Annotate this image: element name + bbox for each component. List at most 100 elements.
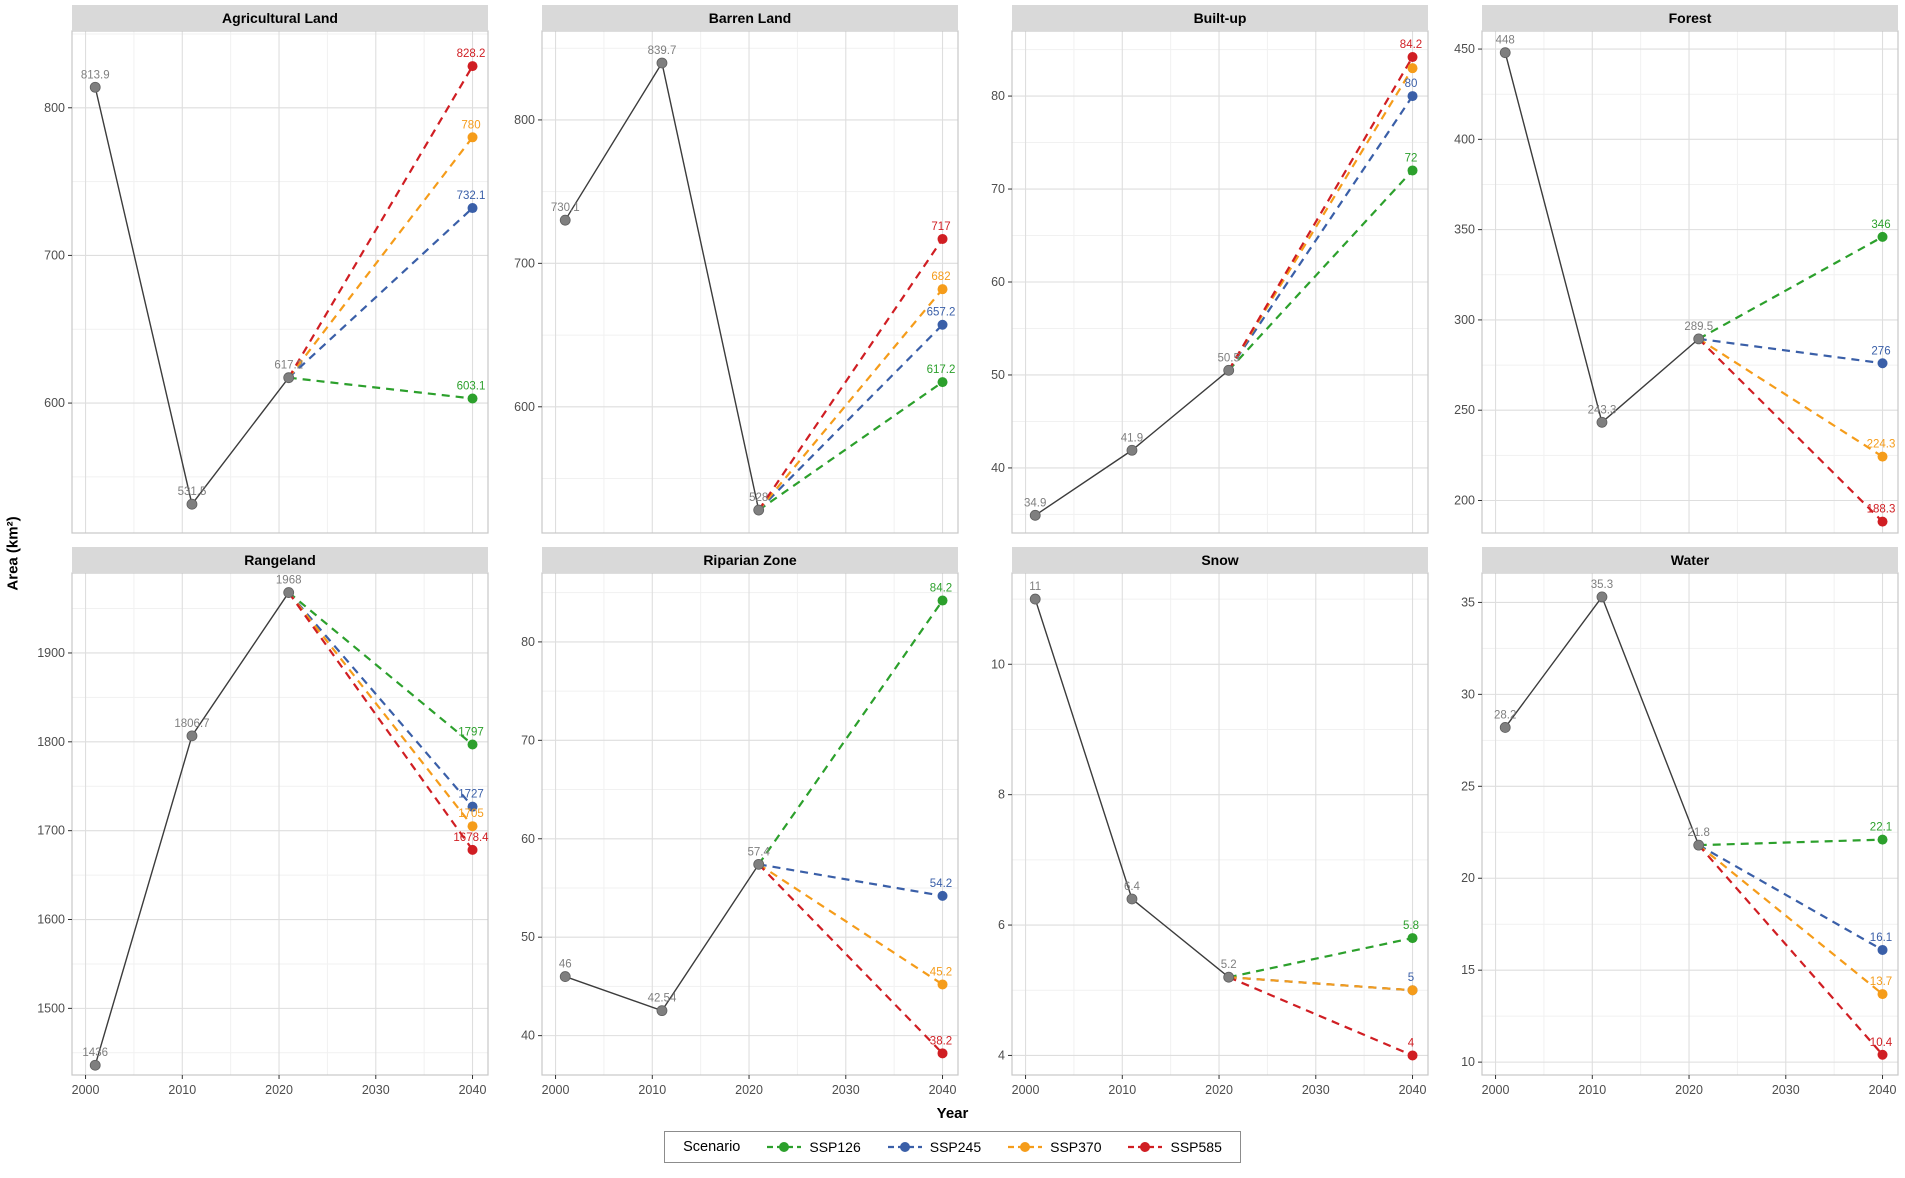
scenario-line-ssp126 <box>757 599 944 865</box>
scenario-point-label-ssp245: 732.1 <box>457 190 486 202</box>
scenario-point-label-ssp126: 1797 <box>458 726 484 738</box>
scenario-line-ssp585 <box>1697 338 1884 523</box>
facet-riparian-zone: Riparian Zone 40 50 60 70 80 2000 2010 2020 2030 2… <box>521 547 959 1097</box>
x-tick-label: 2020 <box>1675 1083 1703 1097</box>
scenario-line-ssp370 <box>1228 976 1413 992</box>
y-tick-label: 600 <box>514 400 535 414</box>
scenario-point-ssp126 <box>937 595 948 606</box>
historical-point <box>1223 364 1235 376</box>
historical-point <box>753 858 765 870</box>
scenario-point-ssp126 <box>937 377 948 388</box>
scenario-point-label-ssp245: 54.2 <box>930 878 952 890</box>
scenario-line-ssp585 <box>287 65 474 379</box>
scenario-point-ssp585 <box>467 61 478 72</box>
historical-point <box>186 498 198 510</box>
facet-strip <box>1482 5 1898 31</box>
y-tick-label: 250 <box>1454 403 1475 417</box>
scenario-point-label-ssp585: 1678.4 <box>453 832 489 844</box>
scenario-line-ssp370 <box>287 591 474 827</box>
historical-point-label: 6.4 <box>1124 881 1141 893</box>
y-tick-label: 300 <box>1454 313 1475 327</box>
scenario-point-label-ssp370: 224.3 <box>1867 439 1896 451</box>
x-tick-label: 2010 <box>168 1083 196 1097</box>
legend-key-ssp370 <box>1008 1142 1043 1152</box>
scenario-point-ssp245 <box>467 801 478 812</box>
historical-point <box>1693 839 1705 851</box>
historical-point-label: 35.3 <box>1591 579 1613 591</box>
scenario-line-ssp126 <box>1698 235 1884 340</box>
historical-point-label: 531.5 <box>178 486 207 498</box>
x-tick-label: 2030 <box>1302 1083 1330 1097</box>
x-tick-label: 2030 <box>1772 1083 1800 1097</box>
historical-point-label: 813.9 <box>81 69 110 81</box>
y-axis-title-wrap: Area (km²) <box>0 3 26 1103</box>
y-tick-label: 200 <box>1454 493 1475 507</box>
scenario-point-label-ssp585: 4 <box>1408 1037 1415 1049</box>
scenario-point-label-ssp126: 603.1 <box>457 380 486 392</box>
legend-item-ssp370: SSP370 <box>1007 1139 1101 1155</box>
scenario-point-label-ssp585: 38.2 <box>930 1035 952 1047</box>
scenario-point-label-ssp126: 84.2 <box>930 583 952 595</box>
scenario-point-label-ssp585: 188.3 <box>1867 504 1896 516</box>
scenario-point-label-ssp126: 5.8 <box>1403 920 1419 932</box>
scenario-line-ssp585 <box>1227 56 1414 371</box>
historical-point <box>1499 722 1511 733</box>
scenario-point-ssp585 <box>1877 516 1888 527</box>
facet-title: Barren Land <box>709 10 791 26</box>
scenario-point-label-ssp370: 13.7 <box>1870 976 1892 988</box>
historical-point-label: 46 <box>559 959 572 971</box>
facet-title: Riparian Zone <box>703 552 797 568</box>
scenario-line-ssp245 <box>1698 337 1883 365</box>
scenario-line-ssp370 <box>757 288 944 511</box>
scenario-line-ssp126 <box>288 591 474 746</box>
scenario-point-ssp370 <box>937 284 948 295</box>
y-tick-label: 50 <box>521 930 535 944</box>
x-tick-label: 2040 <box>459 1083 487 1097</box>
historical-point-label: 1436 <box>82 1047 108 1059</box>
facet-strip <box>1012 547 1428 573</box>
facet-strip <box>72 5 488 31</box>
scenario-line-ssp126 <box>1227 169 1414 372</box>
historical-point <box>1029 593 1041 605</box>
facet-grid: Agricultural Land 600 700 800 813.9 531.5 617.… <box>26 3 1902 1103</box>
scenario-point-ssp585 <box>937 233 948 244</box>
scenario-point-label-ssp245: 80 <box>1405 78 1418 90</box>
scenario-line-ssp126 <box>1228 937 1413 979</box>
y-tick-label: 30 <box>1461 687 1475 701</box>
y-tick-label: 40 <box>521 1029 535 1043</box>
facet-title: Forest <box>1669 10 1712 26</box>
y-tick-label: 80 <box>991 89 1005 103</box>
y-tick-label: 60 <box>521 832 535 846</box>
historical-point-label: 1968 <box>276 575 302 587</box>
scenario-point-ssp585 <box>1407 52 1418 63</box>
legend-title: Scenario <box>683 1139 741 1155</box>
facet-agricultural-land: Agricultural Land 600 700 800 813.9 531.5 617.… <box>44 5 489 534</box>
scenario-point-ssp126 <box>1407 165 1418 176</box>
historical-point <box>1499 47 1511 59</box>
historical-point-label: 448 <box>1496 35 1515 47</box>
legend-wrap: Scenario SSP126 SSP245 SSP370 SSP585 <box>0 1131 1905 1163</box>
scenario-point-label-ssp370: 1705 <box>458 808 484 820</box>
y-tick-label: 800 <box>514 113 535 127</box>
scenario-point-ssp126 <box>467 739 478 750</box>
historical-point <box>89 81 101 93</box>
y-tick-label: 8 <box>998 788 1005 802</box>
x-tick-label: 2040 <box>1869 1083 1897 1097</box>
scenario-point-ssp245 <box>467 203 478 214</box>
facet-strip <box>542 547 958 573</box>
plot-area: Area (km²) Agricultural Land 600 700 800 813… <box>0 3 1905 1103</box>
historical-point <box>753 504 765 516</box>
y-tick-label: 800 <box>44 101 65 115</box>
scenario-point-ssp126 <box>467 393 478 404</box>
scenario-point-label-ssp126: 22.1 <box>1870 822 1892 834</box>
historical-point-label: 50.5 <box>1218 352 1240 364</box>
historical-point-label: 289.5 <box>1684 321 1713 333</box>
scenario-point-ssp585 <box>1407 1050 1418 1061</box>
historical-point-label: 1806.7 <box>174 718 209 730</box>
scenario-point-label-ssp245: 276 <box>1871 345 1890 357</box>
legend-key-ssp126 <box>767 1142 802 1152</box>
scenario-point-ssp370 <box>1877 451 1888 462</box>
facet-title: Snow <box>1201 552 1238 568</box>
y-tick-label: 70 <box>991 182 1005 196</box>
scenario-line-ssp585 <box>1697 844 1884 1056</box>
